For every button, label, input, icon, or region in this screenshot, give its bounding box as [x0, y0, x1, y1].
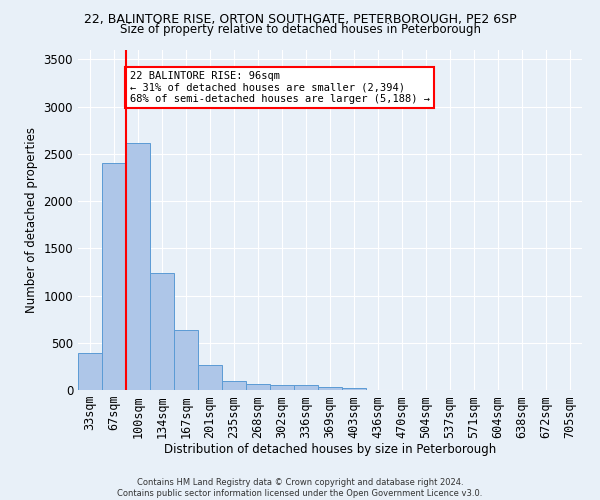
Bar [150, 273, 174, 390]
Bar [294, 386, 318, 390]
Bar [78, 353, 102, 390]
Y-axis label: Number of detached properties: Number of detached properties [25, 127, 38, 313]
Bar [342, 388, 366, 390]
Text: Contains HM Land Registry data © Crown copyright and database right 2024.
Contai: Contains HM Land Registry data © Crown c… [118, 478, 482, 498]
Bar [174, 330, 198, 390]
Bar [198, 366, 222, 390]
Bar [222, 380, 246, 390]
Text: 22, BALINTORE RISE, ORTON SOUTHGATE, PETERBOROUGH, PE2 6SP: 22, BALINTORE RISE, ORTON SOUTHGATE, PET… [83, 12, 517, 26]
Bar [246, 384, 270, 390]
Bar [102, 164, 126, 390]
Bar [126, 142, 150, 390]
Text: 22 BALINTORE RISE: 96sqm
← 31% of detached houses are smaller (2,394)
68% of sem: 22 BALINTORE RISE: 96sqm ← 31% of detach… [130, 71, 430, 104]
Bar [270, 385, 294, 390]
Bar [318, 387, 342, 390]
X-axis label: Distribution of detached houses by size in Peterborough: Distribution of detached houses by size … [164, 443, 496, 456]
Text: Size of property relative to detached houses in Peterborough: Size of property relative to detached ho… [119, 22, 481, 36]
